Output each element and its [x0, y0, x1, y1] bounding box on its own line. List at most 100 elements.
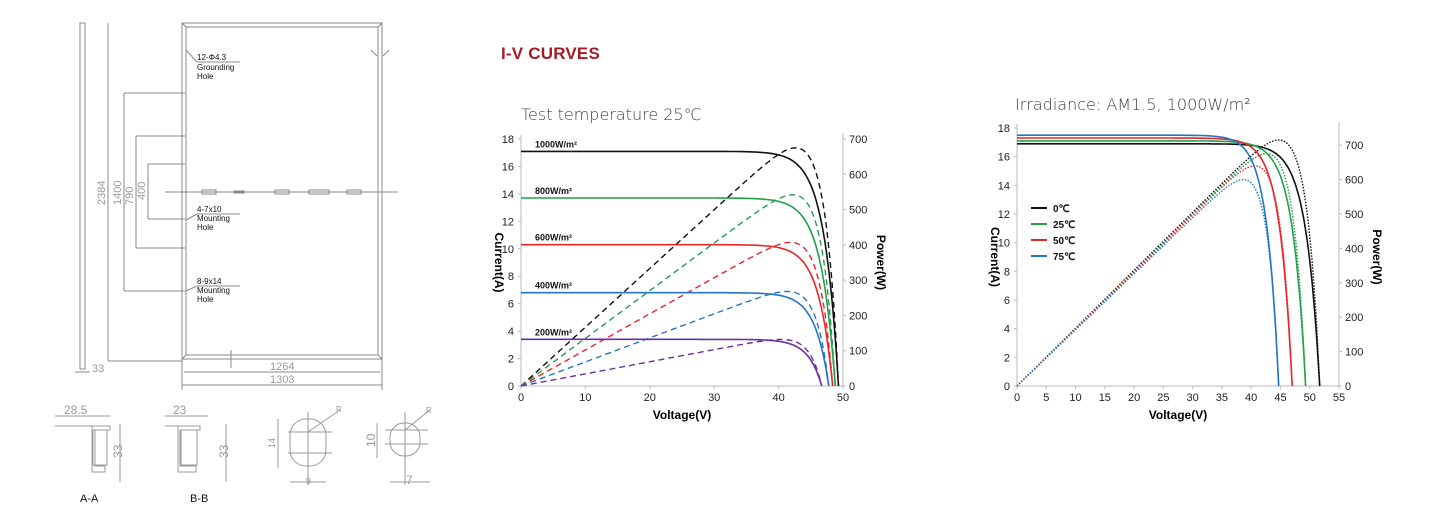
- y2-tick-label: 100: [1345, 347, 1363, 359]
- x-tick-label: 25: [1157, 392, 1169, 404]
- svg-text:14: 14: [267, 438, 277, 448]
- y-tick-label: 12: [998, 209, 1010, 221]
- series-label: 600W/m²: [535, 233, 572, 243]
- svg-text:9: 9: [306, 476, 311, 486]
- legend-item: 25℃: [1053, 220, 1075, 231]
- x-tick-label: 15: [1099, 392, 1111, 404]
- y-tick-label: 14: [502, 189, 514, 201]
- power-curve: [520, 338, 823, 387]
- mounting-hole-spec-2: 8-9x14: [197, 277, 222, 286]
- power-curve: [520, 241, 834, 387]
- y2-tick-label: 700: [1345, 140, 1363, 152]
- power-curve: [1016, 178, 1280, 387]
- y2-tick-label: 500: [849, 205, 867, 217]
- y2-tick-label: 0: [849, 381, 855, 393]
- legend-item: 50℃: [1053, 236, 1075, 247]
- grounding-hole-spec: 12-Φ4.3: [197, 53, 227, 62]
- svg-text:R: R: [336, 405, 342, 414]
- dim-inner-width: 1264: [270, 361, 294, 373]
- current-curve: [521, 338, 823, 387]
- power-curve: [520, 147, 840, 387]
- y-tick-label: 18: [998, 123, 1010, 135]
- module-dimension-drawing: 12-Φ4.3 Grounding Hole 4-7x10 Mounting H…: [55, 22, 432, 505]
- x-tick-label: 5: [1043, 392, 1049, 404]
- x-tick-label: 10: [579, 392, 591, 404]
- svg-text:33: 33: [111, 444, 125, 458]
- current-curve: [1017, 137, 1293, 387]
- chart2-title: Irradiance: AM1.5, 1000W/m²: [1015, 95, 1251, 114]
- svg-text:28.5: 28.5: [64, 403, 88, 417]
- y-tick-label: 16: [502, 161, 514, 173]
- y2-tick-label: 400: [849, 240, 867, 252]
- current-curve: [521, 291, 830, 387]
- y-tick-label: 10: [502, 244, 514, 256]
- panel-outline: [181, 22, 383, 360]
- legend-item: 0℃: [1053, 204, 1070, 215]
- y2-tick-label: 200: [849, 310, 867, 322]
- svg-text:790: 790: [124, 187, 136, 205]
- y-tick-label: 2: [508, 354, 514, 366]
- current-curve: [1017, 143, 1321, 387]
- y2-axis-label: Power(W): [874, 235, 888, 290]
- series-label: 400W/m²: [535, 281, 572, 291]
- svg-text:33: 33: [217, 444, 231, 458]
- y-tick-label: 4: [1004, 324, 1010, 336]
- section-b-label: B-B: [190, 493, 208, 505]
- y-tick-label: 18: [502, 134, 514, 146]
- x-tick-label: 50: [837, 392, 849, 404]
- x-tick-label: 20: [644, 392, 656, 404]
- y-tick-label: 6: [508, 299, 514, 311]
- y-axis-label: Current(A): [492, 233, 506, 293]
- y2-tick-label: 400: [1345, 243, 1363, 255]
- section-title: I-V CURVES: [501, 44, 600, 63]
- y-tick-label: 8: [508, 271, 514, 283]
- x-axis-label: Voltage(V): [653, 408, 711, 422]
- iv-curve-temperature-chart: 0 5 10 15 20 25 30 35 40 45 50 55024681012141618010…: [988, 122, 1384, 422]
- y-tick-label: 0: [508, 381, 514, 393]
- y-tick-label: 6: [1004, 295, 1010, 307]
- svg-text:1400: 1400: [112, 181, 124, 205]
- y2-tick-label: 100: [849, 346, 867, 358]
- y-tick-label: 8: [1004, 266, 1010, 278]
- chart1-title: Test temperature 25℃: [521, 105, 702, 124]
- y-tick-label: 0: [1004, 381, 1010, 393]
- svg-text:400: 400: [136, 182, 148, 200]
- current-curve: [521, 243, 834, 387]
- x-tick-label: 30: [708, 392, 720, 404]
- x-tick-label: 40: [1245, 392, 1257, 404]
- series-label: 1000W/m²: [535, 139, 577, 149]
- x-tick-label: 50: [1304, 392, 1316, 404]
- y-tick-label: 14: [998, 180, 1010, 192]
- mounting-hole-spec-1: 4-7x10: [197, 205, 222, 214]
- x-tick-label: 45: [1274, 392, 1286, 404]
- y2-tick-label: 200: [1345, 312, 1363, 324]
- current-curve: [1017, 140, 1307, 387]
- svg-text:10: 10: [364, 433, 378, 447]
- y2-tick-label: 500: [1345, 209, 1363, 221]
- power-curve: [1016, 139, 1321, 387]
- y-axis-label: Current(A): [988, 227, 1002, 287]
- svg-text:7: 7: [406, 473, 413, 487]
- svg-text:Hole: Hole: [197, 295, 214, 304]
- y-tick-label: 10: [998, 238, 1010, 250]
- x-tick-label: 20: [1128, 392, 1140, 404]
- x-tick-label: 55: [1333, 392, 1345, 404]
- x-tick-label: 40: [772, 392, 784, 404]
- x-tick-label: 30: [1187, 392, 1199, 404]
- current-curve: [521, 197, 837, 387]
- dim-outer-width: 1303: [270, 374, 294, 386]
- y2-tick-label: 600: [1345, 175, 1363, 187]
- dim-height: 2384: [96, 181, 108, 205]
- iv-curve-irradiance-chart: 0 10 20 30 40 5002468101214161801002003004005…: [492, 133, 888, 422]
- y-tick-label: 4: [508, 326, 514, 338]
- legend-item: 75℃: [1053, 252, 1075, 263]
- svg-text:Hole: Hole: [197, 223, 214, 232]
- svg-text:Grounding: Grounding: [197, 63, 234, 72]
- x-tick-label: 0: [518, 392, 524, 404]
- y2-tick-label: 300: [1345, 278, 1363, 290]
- y-tick-label: 2: [1004, 352, 1010, 364]
- current-curve: [1017, 134, 1280, 387]
- svg-text:23: 23: [173, 403, 187, 417]
- current-curve: [520, 150, 840, 387]
- side-profile: [79, 22, 86, 370]
